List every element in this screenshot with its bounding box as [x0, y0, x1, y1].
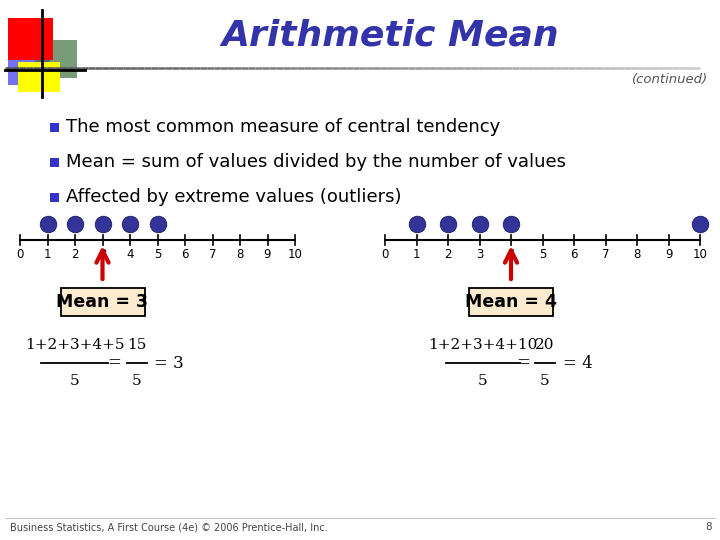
Text: 6: 6 — [570, 248, 577, 261]
Text: 5: 5 — [132, 374, 141, 388]
Bar — [50, 193, 59, 202]
Text: 3: 3 — [476, 248, 483, 261]
Bar — [18, 62, 60, 92]
Bar — [8, 45, 50, 85]
Text: Affected by extreme values (outliers): Affected by extreme values (outliers) — [66, 188, 402, 206]
FancyBboxPatch shape — [60, 288, 145, 316]
Text: 5: 5 — [154, 248, 161, 261]
Text: 1: 1 — [44, 248, 51, 261]
Text: 15: 15 — [127, 338, 146, 352]
Text: =: = — [516, 354, 530, 372]
Text: 3: 3 — [99, 248, 106, 261]
Text: 4: 4 — [508, 248, 515, 261]
Text: 5: 5 — [540, 374, 550, 388]
Text: Mean = sum of values divided by the number of values: Mean = sum of values divided by the numb… — [66, 153, 566, 171]
Text: 1+2+3+4+5: 1+2+3+4+5 — [24, 338, 125, 352]
Text: 2: 2 — [444, 248, 451, 261]
Bar — [50, 158, 59, 167]
Text: 2: 2 — [71, 248, 78, 261]
Text: 8: 8 — [634, 248, 641, 261]
Text: Business Statistics, A First Course (4e) © 2006 Prentice-Hall, Inc.: Business Statistics, A First Course (4e)… — [10, 522, 328, 532]
Text: 1: 1 — [413, 248, 420, 261]
Bar — [35, 40, 77, 78]
Text: 9: 9 — [665, 248, 672, 261]
Text: = 4: = 4 — [563, 354, 593, 372]
Bar — [50, 123, 59, 132]
Text: (continued): (continued) — [632, 72, 708, 85]
Text: 7: 7 — [602, 248, 609, 261]
Text: The most common measure of central tendency: The most common measure of central tende… — [66, 118, 500, 136]
Text: =: = — [107, 354, 122, 372]
Text: 5: 5 — [539, 248, 546, 261]
Text: 8: 8 — [236, 248, 243, 261]
Text: 10: 10 — [287, 248, 302, 261]
Text: 7: 7 — [209, 248, 216, 261]
Text: 9: 9 — [264, 248, 271, 261]
Text: 1+2+3+4+10: 1+2+3+4+10 — [428, 338, 538, 352]
Bar — [8, 18, 53, 60]
Text: Arithmetic Mean: Arithmetic Mean — [221, 19, 559, 53]
Text: 6: 6 — [181, 248, 189, 261]
Text: 20: 20 — [535, 338, 554, 352]
Text: Mean = 3: Mean = 3 — [56, 293, 148, 311]
Text: Mean = 4: Mean = 4 — [465, 293, 557, 311]
Text: 5: 5 — [70, 374, 79, 388]
Text: 0: 0 — [382, 248, 389, 261]
Text: 0: 0 — [17, 248, 24, 261]
Text: 10: 10 — [693, 248, 708, 261]
Text: = 3: = 3 — [155, 354, 184, 372]
Text: 4: 4 — [126, 248, 134, 261]
Text: 8: 8 — [706, 522, 712, 532]
FancyBboxPatch shape — [469, 288, 553, 316]
Text: 5: 5 — [478, 374, 488, 388]
